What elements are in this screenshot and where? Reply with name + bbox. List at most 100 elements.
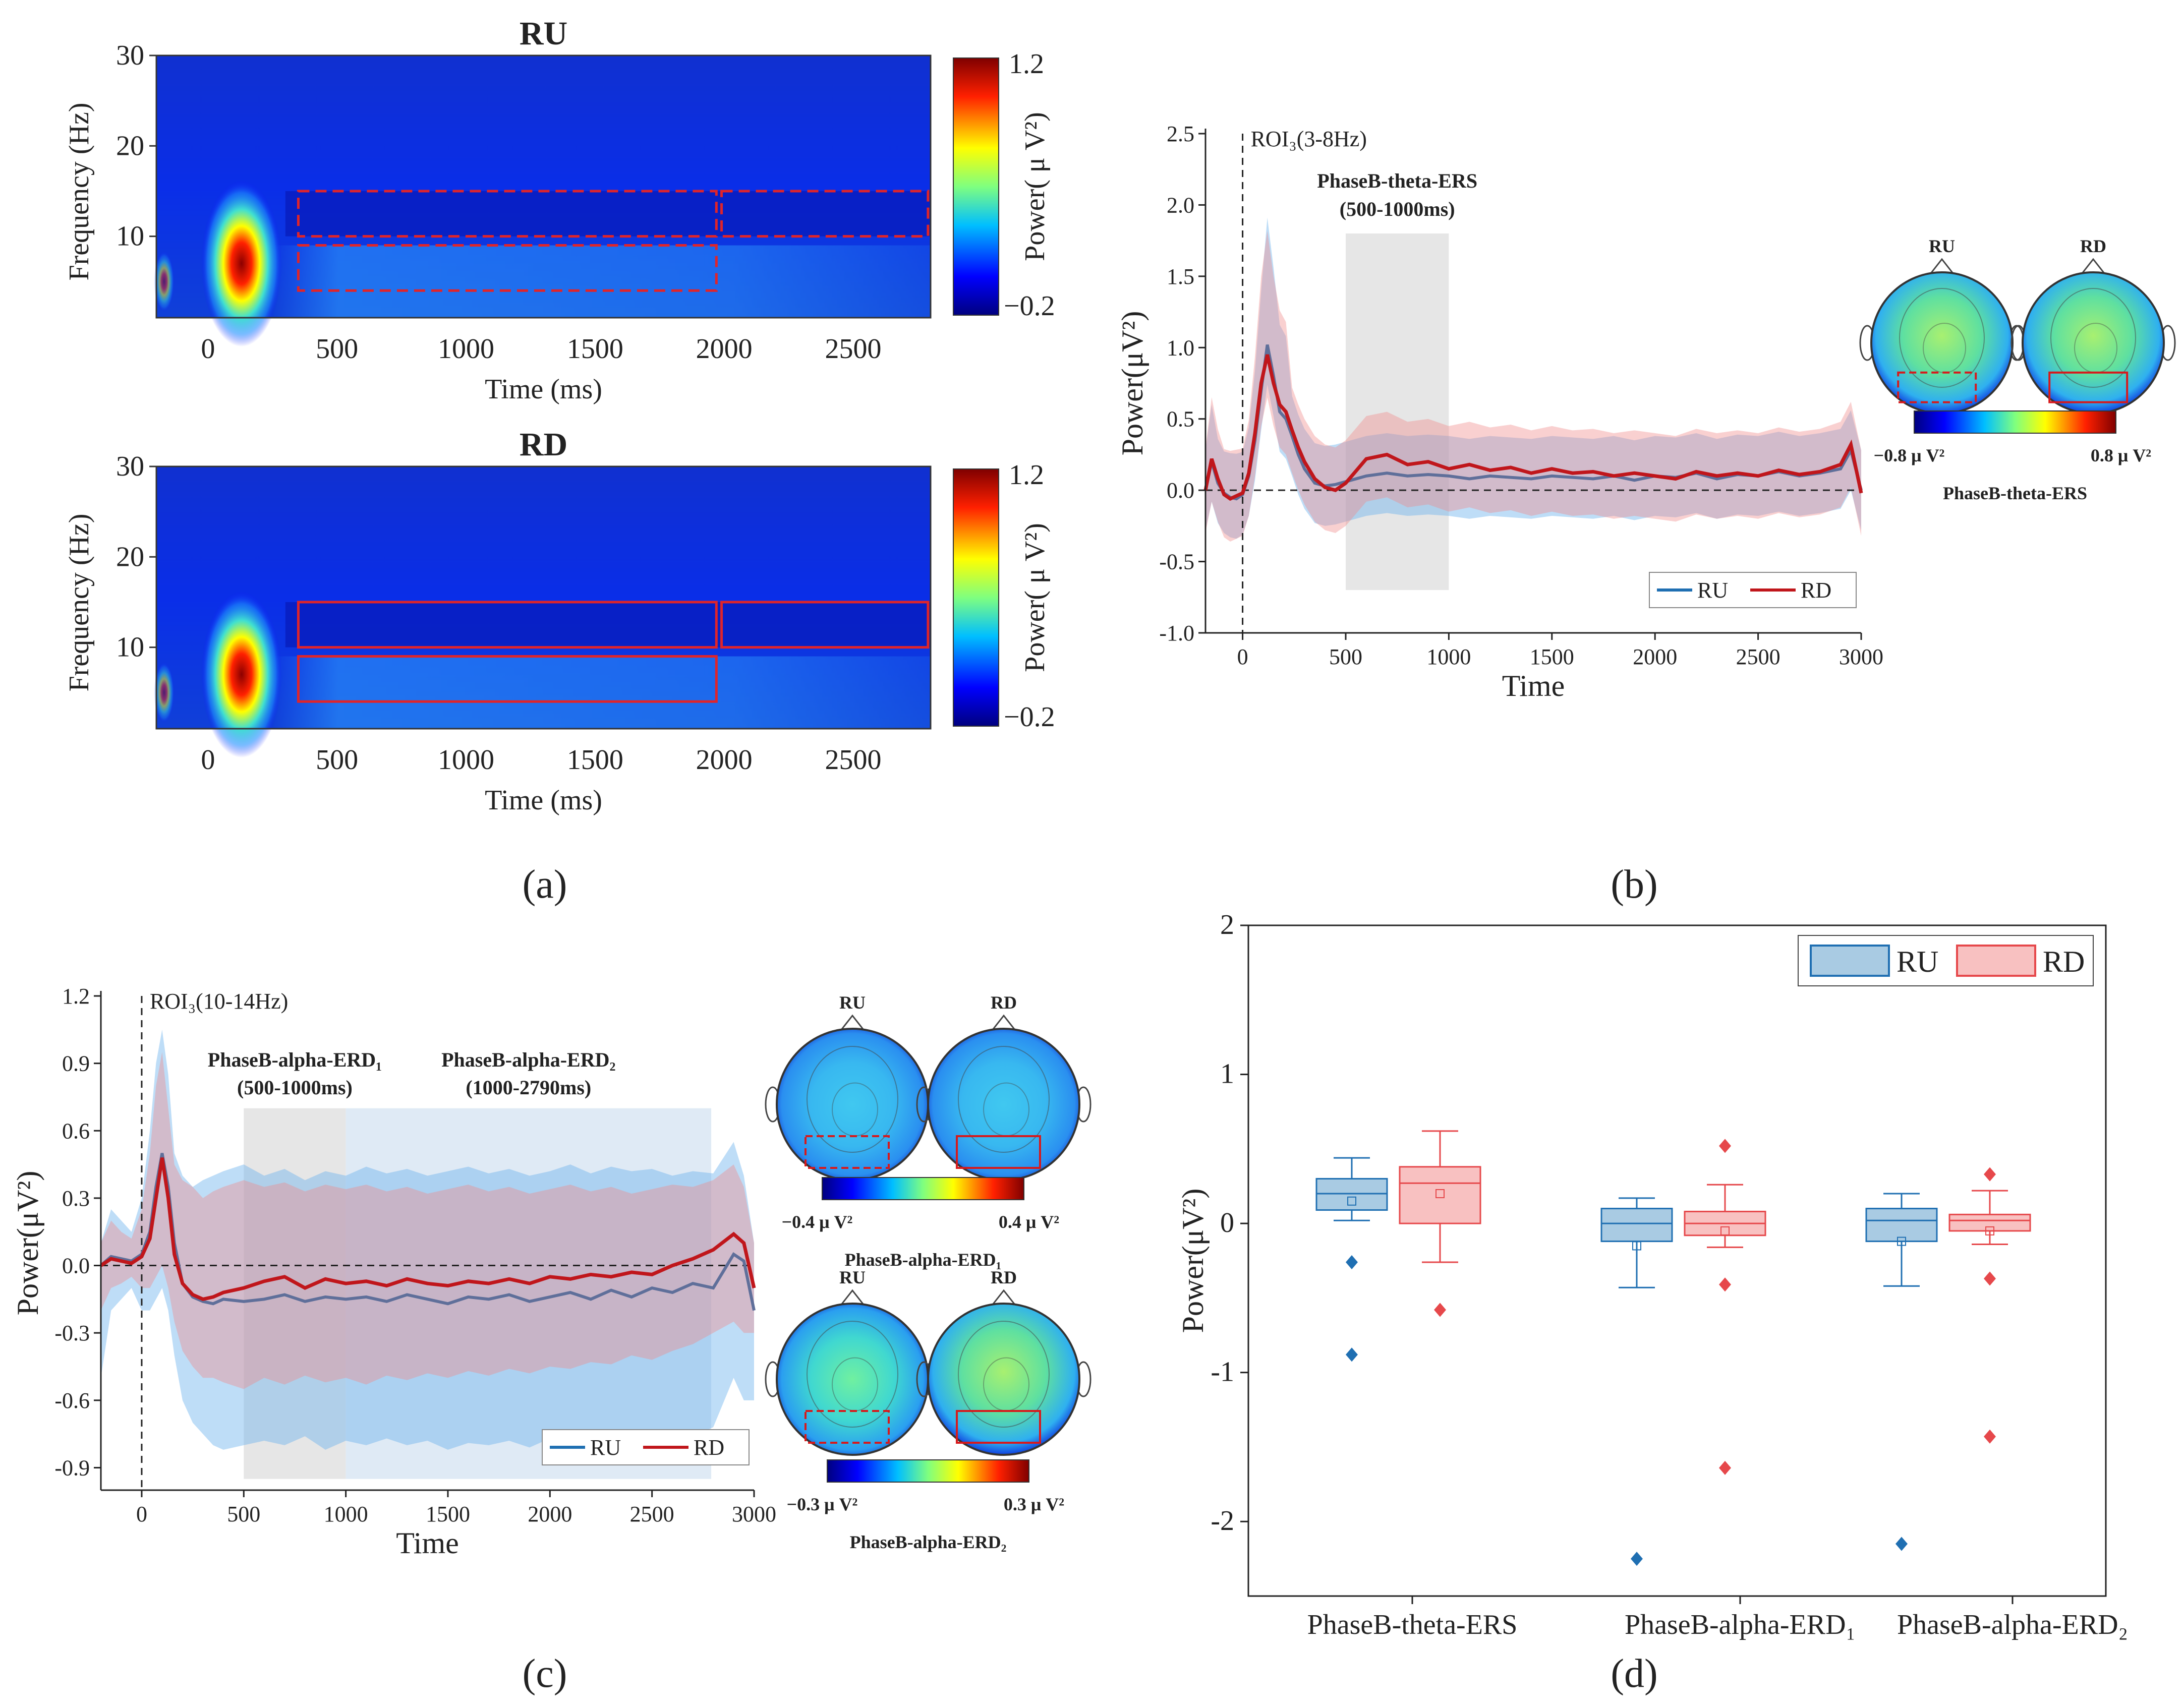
legend-label-ru: RU xyxy=(1897,945,1938,978)
y-axis-label: Power(μV²) xyxy=(1176,1189,1210,1333)
topomap-label-rd: RD xyxy=(2080,236,2106,256)
y-tick-label: 0.5 xyxy=(1167,407,1194,432)
panel-label: (b) xyxy=(1611,862,1657,907)
box-rd xyxy=(1948,1167,2031,1444)
legend-swatch-ru xyxy=(1810,945,1890,977)
topomap-label-ru: RU xyxy=(839,992,866,1013)
shade1-title: PhaseB-alpha-ERD₁ xyxy=(208,1048,382,1071)
y-tick-label: -0.3 xyxy=(54,1321,90,1345)
y-axis-label: Frequency (Hz) xyxy=(64,103,95,281)
heatmap-theta-band xyxy=(272,245,931,318)
contour xyxy=(958,1046,1050,1153)
outlier-point xyxy=(1434,1303,1446,1317)
x-tick-label: 1000 xyxy=(1426,644,1471,669)
x-tick-label: 1000 xyxy=(438,744,494,776)
heatmap-power-peak xyxy=(201,591,282,758)
x-tick-label: 2500 xyxy=(630,1502,674,1526)
band-rd xyxy=(1205,230,1861,542)
topomap-label-ru: RU xyxy=(839,1267,866,1287)
scalp xyxy=(927,1303,1080,1456)
y-tick-label: 0.9 xyxy=(62,1051,90,1076)
topomap-colorbar-max: 0.4 μ V² xyxy=(999,1212,1059,1232)
colorbar-label: Power( μ V²) xyxy=(1019,112,1051,261)
x-tick-label: 2500 xyxy=(825,744,882,776)
topomap-rd xyxy=(2010,258,2176,415)
roi-box xyxy=(297,655,718,703)
contour xyxy=(807,1046,898,1153)
x-tick-label: 1500 xyxy=(567,333,623,365)
nose xyxy=(840,1014,865,1030)
mean-marker xyxy=(1985,1226,1994,1235)
x-axis-label: Time (ms) xyxy=(485,785,602,816)
box-iqr xyxy=(1399,1166,1481,1224)
x-category-label: PhaseB-alpha-ERD₁ xyxy=(1625,1609,1856,1640)
roi-rect xyxy=(805,1410,890,1444)
scalp xyxy=(776,1303,929,1456)
band-rd xyxy=(101,1052,754,1389)
roi-box xyxy=(297,601,718,649)
x-tick-label: 3000 xyxy=(732,1502,776,1526)
topomap-colorbar-min: −0.3 μ V² xyxy=(787,1494,858,1514)
topomap-ru xyxy=(765,1014,940,1181)
x-tick-label: 500 xyxy=(227,1502,260,1526)
y-axis-label: Power(μV²) xyxy=(1116,311,1149,456)
x-tick-label: 2000 xyxy=(696,744,753,776)
mean-marker xyxy=(1720,1226,1730,1235)
shade-subtitle: (500-1000ms) xyxy=(1340,198,1455,220)
y-tick-label: 0.3 xyxy=(62,1186,90,1211)
shade2-subtitle: (1000-2790ms) xyxy=(466,1076,591,1099)
box-ru xyxy=(1315,1157,1388,1362)
outlier-point xyxy=(1984,1429,1996,1444)
topomap-colorbar xyxy=(1914,410,2116,434)
outlier-point xyxy=(1719,1277,1731,1292)
box-rd xyxy=(1684,1139,1766,1475)
y-tick-label: -1.0 xyxy=(1159,621,1194,645)
box-iqr xyxy=(1948,1213,2031,1232)
series-rd xyxy=(1203,354,1863,501)
roi-box xyxy=(297,190,718,238)
heatmap-ru: RU 0 500 1000 1500 2000 2500 Time (ms) 10 20 30 Fre… xyxy=(64,15,1055,405)
legend-label-rd: RD xyxy=(1801,578,1831,603)
colorbar-max: 1.2 xyxy=(1009,48,1044,80)
x-tick-label: 0 xyxy=(136,1502,147,1526)
colorbar xyxy=(953,468,999,727)
colorbar-max: 1.2 xyxy=(1009,459,1044,491)
colorbar-label: Power( μ V²) xyxy=(1019,523,1051,672)
y-tick-label: 1.5 xyxy=(1167,264,1194,289)
line-chart-b: 0 500 1000 1500 2000 2500 3000 -1.0 -0.5 0.0 0.5 1.… xyxy=(1116,122,1883,702)
roi-rect xyxy=(956,1135,1041,1169)
y-axis-label: Power(μV²) xyxy=(11,1171,44,1316)
nose xyxy=(992,1289,1016,1305)
heatmap-frame xyxy=(155,54,932,319)
outlier-point xyxy=(1719,1139,1731,1153)
x-tick-label: 0 xyxy=(1237,644,1248,669)
legend-label-ru: RU xyxy=(590,1435,621,1460)
topomap-caption: PhaseB-theta-ERS xyxy=(1943,483,2087,503)
panel-label: (c) xyxy=(523,1652,567,1696)
colorbar-min: −0.2 xyxy=(1004,290,1055,322)
roi-rect xyxy=(1897,371,1977,403)
x-tick-label: 1500 xyxy=(426,1502,470,1526)
x-tick-label: 2000 xyxy=(1633,644,1677,669)
contour xyxy=(958,1321,1050,1428)
y-tick-label: 2.0 xyxy=(1167,193,1194,217)
topomap-label-rd: RD xyxy=(991,1267,1017,1287)
y-tick-label: 1.2 xyxy=(62,984,90,1009)
box-ru xyxy=(1865,1193,1938,1551)
colorbar xyxy=(953,57,999,316)
x-tick-label: 500 xyxy=(1329,644,1362,669)
y-tick-label: 10 xyxy=(116,221,144,252)
x-axis-label: Time (ms) xyxy=(485,374,602,405)
y-tick-label: 30 xyxy=(116,40,144,71)
x-tick-label: 500 xyxy=(316,744,358,776)
colorbar-min: −0.2 xyxy=(1004,701,1055,733)
nose xyxy=(2081,258,2105,274)
y-tick-label: -0.9 xyxy=(54,1455,90,1480)
legend-box xyxy=(1798,935,2094,986)
y-tick-label: 30 xyxy=(116,451,144,482)
y-tick-label: 1 xyxy=(1220,1058,1234,1090)
y-tick-label: 1.0 xyxy=(1167,335,1194,360)
outlier-point xyxy=(1346,1347,1358,1362)
x-tick-label: 1000 xyxy=(324,1502,368,1526)
